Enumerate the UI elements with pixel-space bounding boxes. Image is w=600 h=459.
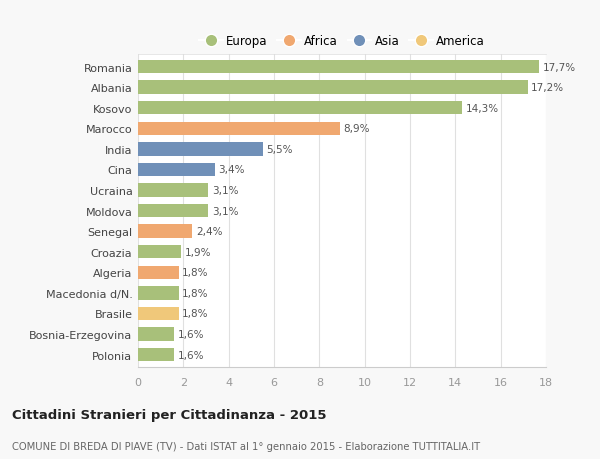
Text: 17,2%: 17,2%: [531, 83, 565, 93]
Text: COMUNE DI BREDA DI PIAVE (TV) - Dati ISTAT al 1° gennaio 2015 - Elaborazione TUT: COMUNE DI BREDA DI PIAVE (TV) - Dati IST…: [12, 441, 480, 451]
Bar: [138, 61, 539, 74]
Text: 3,4%: 3,4%: [218, 165, 245, 175]
Bar: [138, 81, 528, 95]
Text: 1,8%: 1,8%: [182, 288, 209, 298]
Bar: [138, 286, 179, 300]
Text: 1,8%: 1,8%: [182, 268, 209, 278]
Bar: [138, 123, 340, 136]
Text: 1,6%: 1,6%: [178, 350, 204, 360]
Bar: [138, 225, 193, 238]
Text: 8,9%: 8,9%: [343, 124, 370, 134]
Text: 3,1%: 3,1%: [212, 185, 238, 196]
Bar: [138, 348, 174, 362]
Legend: Europa, Africa, Asia, America: Europa, Africa, Asia, America: [197, 33, 487, 50]
Bar: [138, 204, 208, 218]
Text: 17,7%: 17,7%: [542, 62, 576, 73]
Bar: [138, 246, 181, 259]
Bar: [138, 143, 263, 156]
Text: 1,6%: 1,6%: [178, 330, 204, 339]
Text: 1,8%: 1,8%: [182, 309, 209, 319]
Bar: [138, 102, 462, 115]
Bar: [138, 184, 208, 197]
Text: 1,9%: 1,9%: [184, 247, 211, 257]
Text: 5,5%: 5,5%: [266, 145, 293, 155]
Text: 2,4%: 2,4%: [196, 227, 222, 237]
Text: 3,1%: 3,1%: [212, 206, 238, 216]
Text: Cittadini Stranieri per Cittadinanza - 2015: Cittadini Stranieri per Cittadinanza - 2…: [12, 409, 326, 421]
Text: 14,3%: 14,3%: [466, 103, 499, 113]
Bar: [138, 266, 179, 280]
Bar: [138, 307, 179, 320]
Bar: [138, 328, 174, 341]
Bar: [138, 163, 215, 177]
